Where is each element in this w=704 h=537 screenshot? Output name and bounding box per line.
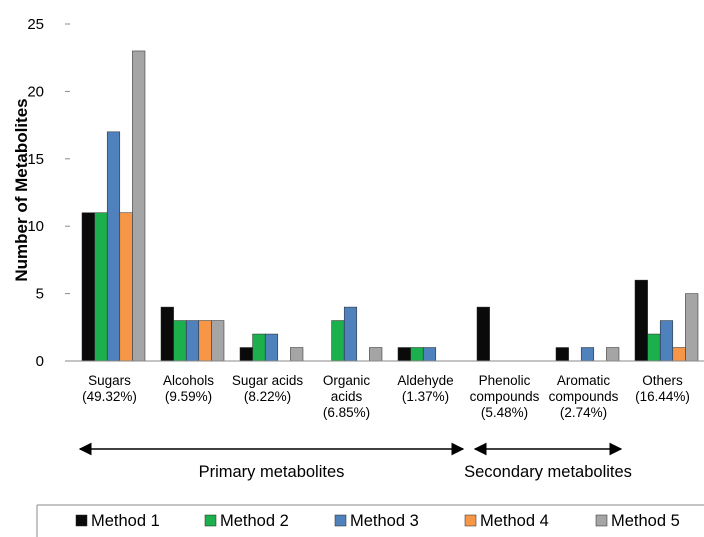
bar-method-4 [198, 320, 212, 362]
bar-method-2 [173, 320, 187, 362]
category-label-line: (1.37%) [402, 389, 449, 404]
bar-method-2 [410, 347, 424, 362]
bar-method-5 [211, 320, 225, 362]
bar-method-5 [685, 293, 699, 362]
bar-method-5 [369, 347, 383, 362]
category-label-line: Alcohols [163, 373, 214, 388]
category-label-line: (8.22%) [244, 389, 291, 404]
bar-method-3 [343, 306, 358, 362]
legend-item: Method 2 [204, 512, 289, 530]
legend-swatch [334, 514, 347, 527]
category-label: Sugar acids(8.22%) [232, 373, 304, 404]
y-tick-label: 20 [27, 83, 44, 100]
bar-method-3 [264, 333, 279, 362]
legend-label: Method 3 [350, 512, 419, 530]
category-label: Others(16.44%) [635, 373, 690, 404]
legend-item: Method 1 [75, 512, 160, 530]
category-label-line: Phenolic [479, 373, 531, 388]
legend-label: Method 5 [611, 512, 680, 530]
bar-method-2 [94, 212, 108, 362]
bar-method-5 [606, 347, 620, 362]
bar-method-1 [397, 347, 411, 362]
y-axis-ticks: 0 5 10 15 20 25 [27, 16, 70, 370]
y-tick-label: 5 [36, 286, 44, 303]
category-label-line: Aldehyde [397, 373, 453, 388]
metabolite-groups: Primary metabolites Secondary metabolites [78, 442, 632, 481]
bar-method-3 [106, 131, 121, 362]
bar-method-5 [132, 50, 146, 362]
category-label-line: acids [331, 389, 363, 404]
bar-method-1 [160, 306, 174, 362]
category-label-line: Sugar acids [232, 373, 304, 388]
legend-label: Method 2 [220, 512, 289, 530]
bar-method-1 [476, 306, 490, 362]
category-label-line: (49.32%) [82, 389, 137, 404]
bar-method-4 [119, 212, 133, 362]
bar-method-3 [422, 347, 437, 362]
legend-swatch [595, 514, 608, 527]
y-tick-label: 10 [27, 218, 44, 235]
y-axis-title: Number of Metabolites [12, 98, 31, 281]
legend-label: Method 1 [91, 512, 160, 530]
bar-method-2 [647, 333, 661, 362]
category-label-line: (6.85%) [323, 405, 370, 420]
legend-swatch [75, 514, 88, 527]
category-label-line: (16.44%) [635, 389, 690, 404]
legend-item: Method 3 [334, 512, 419, 530]
legend-item: Method 4 [464, 512, 549, 530]
category-label-line: Others [642, 373, 683, 388]
bar-method-3 [580, 347, 595, 362]
y-tick-label: 25 [27, 16, 44, 33]
bar-method-2 [252, 333, 266, 362]
category-label: Sugars(49.32%) [82, 373, 137, 404]
category-labels: Sugars(49.32%) Alcohols(9.59%) Sugar acids… [82, 373, 690, 420]
bar-method-1 [239, 347, 253, 362]
category-label-line: (5.48%) [481, 405, 528, 420]
bar-method-4 [672, 347, 686, 362]
group-label: Secondary metabolites [464, 463, 632, 481]
bar-method-3 [185, 320, 200, 362]
legend: Method 1 Method 2 Method 3 Method 4 Method 5 [36, 504, 704, 537]
y-tick-label: 15 [27, 151, 44, 168]
category-label-line: (2.74%) [560, 405, 607, 420]
category-label-line: (9.59%) [165, 389, 212, 404]
category-label: Alcohols(9.59%) [163, 373, 214, 404]
bar-method-3 [659, 320, 674, 362]
group-label: Primary metabolites [199, 463, 345, 481]
bar-method-1 [634, 279, 648, 362]
category-label-line: compounds [549, 389, 619, 404]
bar-method-2 [331, 320, 345, 362]
y-tick-label: 0 [36, 353, 44, 370]
legend-swatch [464, 514, 477, 527]
legend-swatch [204, 514, 217, 527]
bar-method-1 [81, 212, 95, 362]
bar-method-5 [290, 347, 304, 362]
legend-label: Method 4 [480, 512, 549, 530]
category-label-line: Aromatic [557, 373, 611, 388]
bars [81, 50, 699, 362]
legend-item: Method 5 [595, 512, 680, 530]
category-label: Aldehyde(1.37%) [397, 373, 453, 404]
category-label-line: Sugars [88, 373, 131, 388]
category-label-line: compounds [470, 389, 540, 404]
bar-method-1 [555, 347, 569, 362]
category-label-line: Organic [323, 373, 371, 388]
